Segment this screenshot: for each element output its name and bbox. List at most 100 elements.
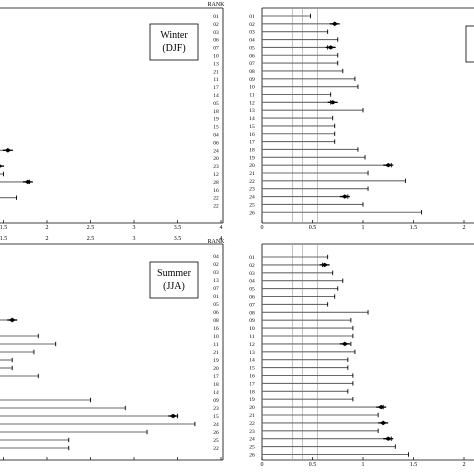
rank-label: 04 [213, 254, 219, 260]
rank-label: 26 [249, 453, 255, 459]
rank-header: RANK [207, 2, 225, 8]
rank-label: 23 [213, 406, 219, 412]
rank-label: 10 [213, 334, 219, 340]
rank-label: 16 [249, 374, 255, 380]
x-tick-label: 0 [261, 225, 264, 231]
rank-label: 21 [213, 69, 219, 75]
x-tick-label: 2.5 [87, 225, 95, 231]
rank-label: 22 [249, 421, 255, 427]
rank-label: 05 [249, 287, 255, 293]
rank-label: 24 [213, 422, 219, 428]
rank-label: 04 [249, 38, 255, 44]
rank-label: 13 [249, 108, 255, 114]
rank-label: 06 [249, 53, 255, 59]
rank-label: 28 [213, 180, 219, 186]
rank-label: 02 [249, 22, 255, 28]
rank-label: 11 [213, 342, 219, 348]
rank-label: 20 [213, 366, 219, 372]
rank-label: 18 [213, 382, 219, 388]
rank-label: 22 [213, 446, 219, 452]
rank-label: 17 [213, 85, 219, 91]
x-tick-label: 2 [463, 462, 466, 468]
rank-label: 04 [249, 279, 255, 285]
rank-label: 18 [249, 389, 255, 395]
rank-label: 19 [249, 397, 255, 403]
rank-label: 16 [213, 326, 219, 332]
rank-label: 16 [249, 132, 255, 138]
x-tick-label: 1 [362, 462, 365, 468]
x-tick-label: 2.5 [87, 236, 95, 242]
rank-label: 19 [213, 358, 219, 364]
rank-label: 19 [249, 155, 255, 161]
rank-label: 12 [249, 342, 255, 348]
rank-label: 03 [213, 270, 219, 276]
rank-label: 07 [213, 286, 219, 292]
rank-label: 20 [213, 156, 219, 162]
rank-label: 08 [213, 318, 219, 324]
rank-label: 05 [213, 302, 219, 308]
rank-label: 17 [249, 381, 255, 387]
rank-label: 07 [213, 46, 219, 52]
panel-label-box [149, 23, 199, 61]
x-tick-label: 1.5 [0, 236, 7, 242]
rank-label: 13 [249, 350, 255, 356]
rank-label: 01 [213, 14, 219, 20]
rank-label: 15 [249, 366, 255, 372]
rank-label: 14 [249, 116, 255, 122]
panel-label-line: (JJA) [163, 281, 185, 292]
rank-label: 20 [249, 163, 255, 169]
rank-label: 24 [213, 148, 219, 154]
rank-label: 16 [213, 188, 219, 194]
rank-label: 23 [213, 164, 219, 170]
rank-label: 11 [213, 77, 219, 83]
rank-label: 01 [213, 294, 219, 300]
rank-label: 23 [249, 429, 255, 435]
rank-label: 03 [249, 30, 255, 36]
rank-label: 22 [213, 204, 219, 210]
x-tick-label: 3.5 [174, 236, 182, 242]
rank-label: 01 [249, 255, 255, 261]
rank-label: 07 [249, 61, 255, 67]
rank-label: 25 [249, 445, 255, 451]
rank-label: 21 [249, 171, 255, 177]
x-tick-label: 1 [362, 225, 365, 231]
rank-label: 08 [249, 69, 255, 75]
x-tick-label: 0.5 [309, 225, 317, 231]
rank-label: 24 [249, 437, 255, 443]
rank-label: 06 [249, 295, 255, 301]
panel-summer_right [261, 243, 474, 461]
panel-summer_left [0, 243, 224, 461]
rank-label: 10 [249, 326, 255, 332]
rank-label: 09 [213, 398, 219, 404]
rank-label: 05 [213, 101, 219, 107]
rank-label: 05 [249, 45, 255, 51]
rank-label: 21 [213, 350, 219, 356]
rank-label: 19 [213, 117, 219, 123]
x-tick-label: 1.5 [0, 225, 7, 231]
x-tick-label: 2 [463, 225, 466, 231]
rank-label: 22 [213, 196, 219, 202]
rank-label: 09 [249, 77, 255, 83]
rank-label: 12 [213, 172, 219, 178]
rank-label: 06 [213, 38, 219, 44]
rank-label: 21 [249, 413, 255, 419]
panel-label-line: Winter [160, 30, 188, 41]
rank-label: 10 [249, 85, 255, 91]
panel-winter_left [0, 7, 224, 224]
rank-label: 10 [213, 54, 219, 60]
x-tick-label: 1.5 [410, 462, 418, 468]
rank-label: 09 [249, 318, 255, 324]
rank-label: 02 [213, 262, 219, 268]
x-tick-label: 3 [133, 225, 136, 231]
rank-label: 01 [249, 14, 255, 20]
x-tick-label: 4 [220, 225, 223, 231]
x-tick-label: 2 [46, 225, 49, 231]
rank-label: 25 [249, 202, 255, 208]
rank-label: 04 [213, 133, 219, 139]
rank-label: 14 [249, 358, 255, 364]
rank-label: 13 [213, 61, 219, 67]
rank-label: 26 [249, 210, 255, 216]
rank-label: 11 [249, 334, 255, 340]
x-tick-label: 3.5 [174, 225, 182, 231]
